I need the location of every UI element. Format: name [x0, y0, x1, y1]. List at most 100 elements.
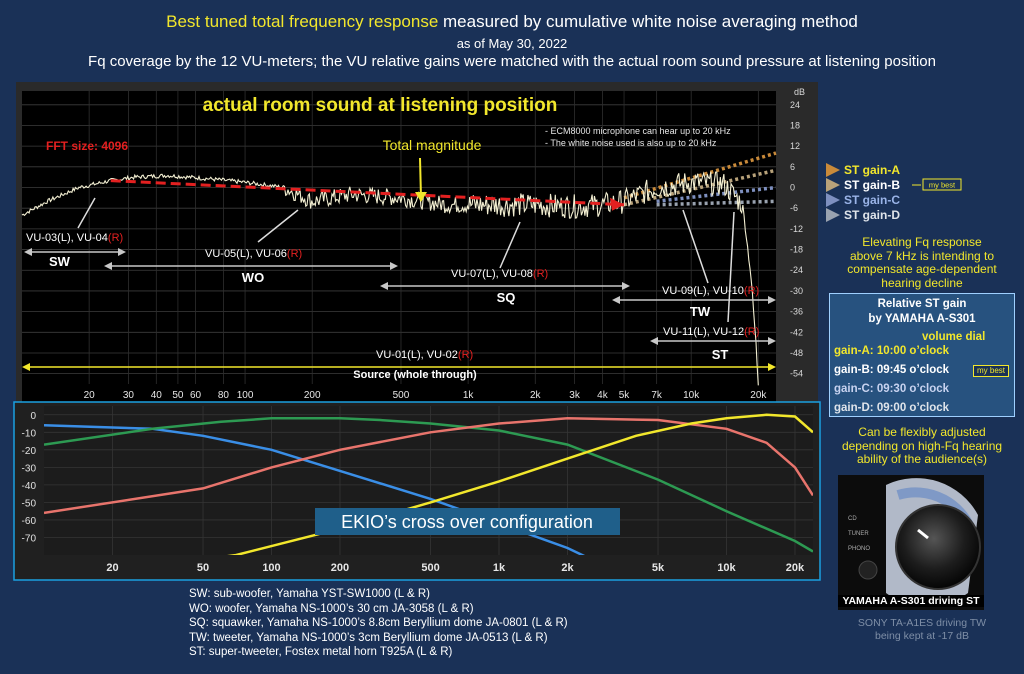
range-arrow-wo-head-l	[104, 262, 112, 270]
footer-line-2: being kept at -17 dB	[875, 629, 969, 642]
chart2-ytick-label: -50	[22, 498, 37, 509]
gain-arrowhead	[826, 163, 840, 177]
knob-label-phono: PHONO	[848, 546, 870, 552]
knob-label-tuner: TUNER	[848, 531, 869, 537]
chart2-xtick-label: 50	[197, 562, 209, 574]
chart1-xtick-label: 500	[393, 390, 410, 401]
range-arrow-sq-head-l	[380, 282, 388, 290]
chart2-xtick-label: 10k	[717, 562, 736, 574]
chart1-xtick-label: 10k	[683, 390, 700, 401]
gain-line	[656, 185, 777, 204]
gain-label: ST gain-D	[844, 208, 900, 222]
volume-dial-label: volume dial	[922, 331, 986, 343]
vu-label-sq: VU-07(L), VU-08(R)	[451, 268, 548, 280]
gain-a-name: gain-A:	[834, 345, 874, 357]
legend-sw: SW: sub-woofer, Yamaha YST-SW1000 (L & R…	[189, 588, 430, 600]
pointer-arrow	[727, 211, 735, 323]
chart1-xtick-label: 100	[237, 390, 254, 401]
chart1-ytick-label: 12	[790, 141, 800, 151]
chart2-xtick-label: 500	[421, 562, 439, 574]
total-magnitude-arrowhead	[415, 192, 427, 202]
gain-arrowhead	[826, 208, 840, 222]
pointer-arrow	[682, 209, 709, 284]
elevating-line-3: compensate age-dependent	[847, 262, 997, 276]
gain-label: ST gain-A	[844, 163, 900, 177]
vu-label-sw: VU-03(L), VU-04(R)	[26, 232, 123, 244]
knob-caption: YAMAHA A-S301 driving ST	[838, 595, 984, 607]
box-best-tag: my best	[973, 365, 1010, 377]
gain-d-row: gain-D: 09:00 o’clock	[834, 402, 949, 414]
title-rest: measured by cumulative white noise avera…	[438, 12, 858, 31]
chart2-xtick-label: 20	[106, 562, 118, 574]
chart2-ytick-label: -70	[22, 533, 37, 544]
range-arrow-st-head-r	[768, 337, 776, 345]
footer-note: SONY TA-A1ES driving TW being kept at -1…	[820, 617, 1024, 642]
legend-st: ST: super-tweeter, Fostex metal horn T92…	[189, 646, 453, 659]
chart1-ytick-label: -24	[790, 265, 803, 275]
pointer-arrow	[257, 209, 299, 243]
chart1-xtick-label: 20k	[750, 390, 767, 401]
title-highlight: Best tuned total frequency response	[166, 12, 439, 31]
band-label-sw: SW	[49, 254, 71, 269]
chart1-xtick-label: 200	[304, 390, 321, 401]
elevating-line-1: Elevating Fq response	[862, 235, 982, 249]
chart1-ytick-label: 6	[790, 162, 795, 172]
chart1-xtick-label: 20	[84, 390, 96, 401]
gain-a-row: gain-A: 10:00 o’clock	[834, 345, 949, 357]
footer-line-1: SONY TA-A1ES driving TW	[857, 617, 987, 629]
chart1-xtick-label: 3k	[569, 390, 581, 401]
chart2-xtick-label: 100	[262, 562, 280, 574]
st-gain-box: Relative ST gain by YAMAHA A-S301 volume…	[829, 293, 1015, 417]
adjust-line-3: ability of the audience(s)	[856, 452, 988, 466]
note-line-2: - The white noise used is also up to 20 …	[545, 138, 717, 148]
chart1-ytick-label: -54	[790, 369, 803, 379]
chart1-ytick-label: -48	[790, 348, 803, 358]
chart2-title-bg	[315, 508, 620, 535]
band-label-sq: SQ	[497, 290, 516, 305]
chart2-xtick-label: 1k	[493, 562, 506, 574]
note-line-1: - ECM8000 microphone can hear up to 20 k…	[545, 126, 731, 136]
chart1-xtick-label: 5k	[619, 390, 631, 401]
chart1-xtick-label: 2k	[530, 390, 542, 401]
range-arrow-wo-head-r	[390, 262, 398, 270]
range-arrow-tw-head-r	[768, 296, 776, 304]
pointer-arrow	[77, 197, 96, 229]
chart1-xtick-label: 80	[218, 390, 230, 401]
page-title: Best tuned total frequency response meas…	[0, 12, 1024, 32]
best-tag-box	[922, 178, 962, 191]
gain-c-value: 09:30 o’clock	[876, 383, 950, 395]
chart1-ytick-label: -12	[790, 224, 803, 234]
chart2-ytick-label: -40	[22, 481, 37, 492]
chart1-xtick-label: 40	[151, 390, 163, 401]
gain-b-value: 09:45 o’clock	[876, 364, 950, 376]
legend-sq: SQ: squawker, Yamaha NS-1000’s 8.8cm Ber…	[189, 617, 568, 630]
knob-label-cd: CD	[848, 516, 857, 522]
chart1-title: actual room sound at listening position	[203, 95, 558, 116]
gain-line	[623, 151, 777, 200]
range-arrow-tw-head-l	[612, 296, 620, 304]
gain-label: ST gain-C	[844, 193, 900, 207]
volume-knob-photo: CD TUNER PHONO YAMAHA A-S301 driving ST	[838, 475, 984, 610]
adjust-line-1: Can be flexibly adjusted	[858, 425, 986, 439]
chart2-xtick-label: 200	[331, 562, 349, 574]
subtitle: Fq coverage by the 12 VU-meters; the VU …	[88, 53, 936, 70]
chart2-xtick-label: 5k	[652, 562, 665, 574]
range-arrow-sq-head-r	[622, 282, 630, 290]
chart2-xtick-label: 20k	[786, 562, 805, 574]
date-label: as of May 30, 2022	[456, 36, 568, 51]
chart2-ytick-label: -30	[22, 463, 37, 474]
gain-c-name: gain-C:	[834, 383, 874, 395]
vu-label-tw: VU-09(L), VU-10(R)	[662, 285, 759, 297]
gain-b-row: gain-B: 09:45 o’clock	[834, 364, 949, 376]
chart1-xtick-label: 1k	[463, 390, 475, 401]
trend-arrowhead	[610, 197, 625, 211]
band-label-source: Source (whole through)	[353, 369, 477, 381]
crossover-curve-sw	[44, 424, 586, 555]
gain-d-name: gain-D:	[834, 402, 874, 414]
box-title-2: by YAMAHA A-S301	[868, 313, 976, 325]
fft-size-label: FFT size: 4096	[46, 139, 128, 153]
range-arrow-source-head-r	[768, 363, 776, 371]
band-label-wo: WO	[242, 270, 264, 285]
chart1-ytick-label: -30	[790, 286, 803, 296]
